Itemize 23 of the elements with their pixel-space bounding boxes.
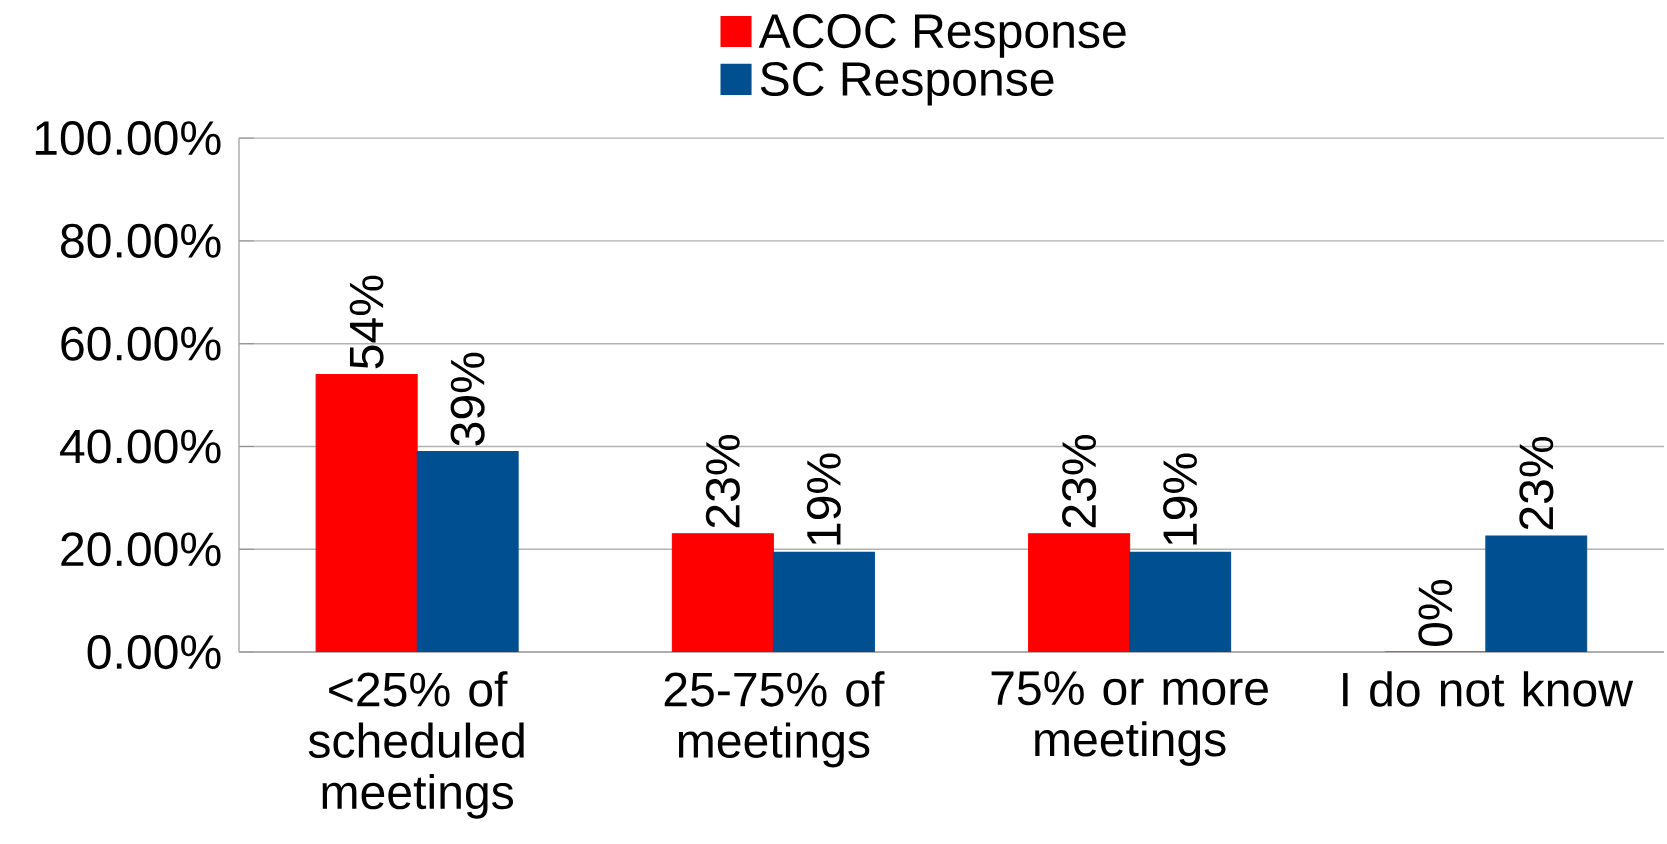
x-tick-label: <25% of scheduled meetings <box>308 671 524 819</box>
bar <box>1028 533 1131 653</box>
y-tick-label: 100.00% <box>35 121 221 156</box>
data-label: 23% <box>1519 437 1554 530</box>
legend-label: ACOC Response <box>758 14 1126 58</box>
data-label: 23% <box>1062 434 1097 528</box>
data-label: 23% <box>705 434 740 528</box>
data-label: 39% <box>450 352 485 446</box>
y-tick-label: 0.00% <box>87 635 221 670</box>
y-tick-label: 40.00% <box>60 429 221 464</box>
data-label: 0% <box>1418 579 1453 646</box>
legend-label: SC Response <box>760 61 1054 106</box>
y-tick-label: 20.00% <box>61 532 221 567</box>
x-tick-label: 25-75% of meetings <box>664 671 885 768</box>
y-tick-label: 80.00% <box>61 223 221 258</box>
data-label: 19% <box>806 453 841 545</box>
x-tick-label: I do not know <box>1343 671 1634 707</box>
bar <box>671 533 774 653</box>
x-tick-label: 75% or more meetings <box>991 671 1268 766</box>
y-tick-label: 60.00% <box>61 326 221 361</box>
data-label: 54% <box>349 275 384 369</box>
bar <box>315 373 418 653</box>
data-label: 19% <box>1163 453 1198 545</box>
